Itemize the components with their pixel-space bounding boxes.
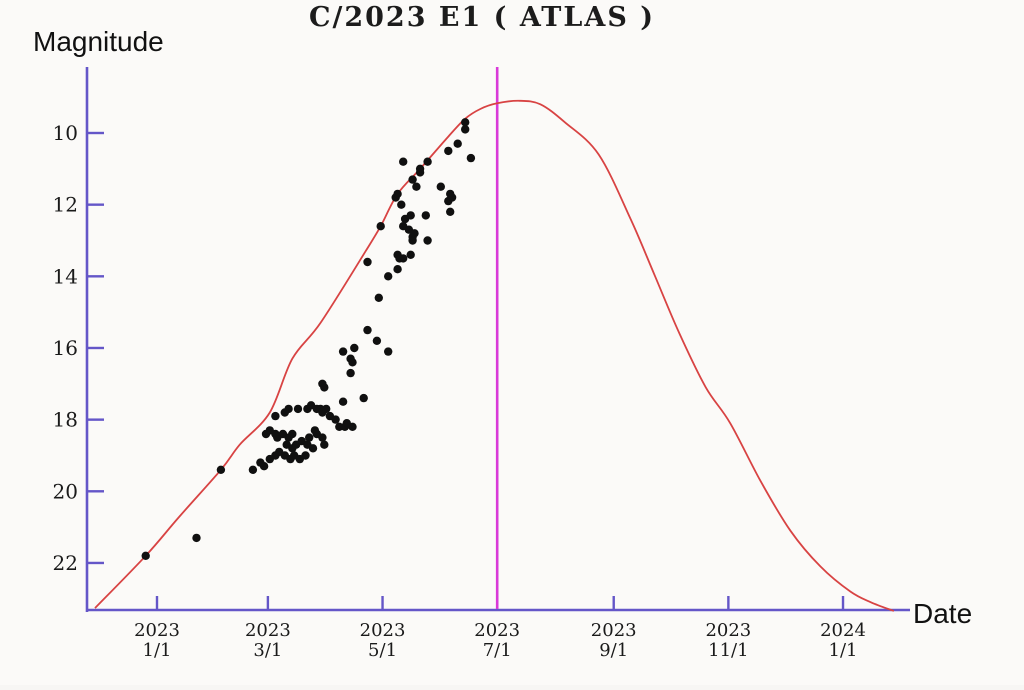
x-tick-label-year: 2023 — [360, 620, 406, 641]
y-tick-label: 20 — [53, 479, 78, 503]
observation-point — [374, 293, 383, 302]
observation-point — [406, 250, 415, 259]
observation-point — [320, 383, 329, 392]
observation-point — [447, 193, 457, 202]
x-tick-label-year: 2023 — [474, 620, 520, 641]
observation-point — [308, 444, 318, 453]
observation-point — [346, 368, 355, 378]
observation-point — [466, 153, 476, 163]
observation-point — [399, 157, 408, 166]
observation-point — [412, 182, 421, 191]
observation-point — [408, 175, 417, 184]
observation-point — [350, 343, 359, 353]
observation-point — [444, 146, 453, 156]
observation-point — [338, 397, 348, 406]
observation-point — [376, 222, 385, 231]
observation-point — [271, 411, 280, 421]
observation-point — [436, 182, 445, 191]
observation-point — [318, 433, 327, 442]
y-tick-label: 22 — [53, 551, 78, 575]
observation-point — [446, 207, 455, 216]
y-tick-label: 12 — [53, 193, 78, 217]
observation-point — [305, 433, 314, 442]
observation-point — [423, 236, 432, 245]
observation-point — [399, 254, 408, 263]
observation-point — [461, 118, 470, 127]
y-tick-label: 10 — [53, 121, 78, 145]
observation-point — [372, 336, 382, 345]
y-tick-label: 16 — [53, 336, 78, 360]
observation-point — [363, 325, 372, 335]
observation-point — [293, 404, 303, 414]
observation-point — [461, 125, 470, 134]
x-tick-label-date: 11/1 — [708, 640, 748, 661]
observation-point — [141, 551, 150, 560]
prediction-curve — [94, 99, 895, 612]
observation-point — [384, 272, 393, 281]
observation-point — [320, 440, 329, 449]
observation-point — [348, 422, 357, 431]
observation-point — [453, 139, 462, 148]
observation-point — [284, 404, 293, 414]
observation-point — [359, 393, 368, 403]
observation-point — [331, 415, 340, 424]
observation-point — [348, 358, 357, 367]
x-tick-label-date: 1/1 — [829, 640, 858, 661]
observation-point — [410, 229, 419, 238]
observation-point — [338, 347, 348, 356]
x-tick-label-date: 5/1 — [368, 640, 397, 661]
x-tick-label-date: 3/1 — [253, 640, 282, 661]
observation-point — [248, 465, 258, 474]
y-axis-label: Magnitude — [33, 26, 164, 57]
y-tick-label: 14 — [53, 264, 78, 288]
observation-point — [363, 257, 372, 267]
observation-point — [322, 404, 331, 414]
x-tick-label-year: 2023 — [705, 620, 751, 641]
observation-point — [415, 164, 425, 173]
observation-point — [406, 211, 415, 220]
observation-point — [393, 189, 402, 199]
x-tick-label-date: 9/1 — [599, 640, 628, 661]
y-tick-label: 18 — [53, 408, 78, 432]
x-tick-label-year: 2023 — [134, 620, 180, 641]
observation-point — [393, 265, 402, 274]
chart-title: C/2023 E1 ( ATLAS ) — [308, 2, 655, 33]
observation-point — [216, 465, 226, 474]
x-tick-label-date: 7/1 — [483, 640, 512, 661]
x-tick-label-year: 2023 — [245, 620, 291, 641]
observation-point — [288, 429, 297, 439]
x-tick-label-year: 2023 — [591, 620, 637, 641]
x-tick-label-year: 2024 — [820, 620, 866, 641]
observation-point — [397, 200, 406, 209]
observation-point — [421, 211, 430, 220]
observation-point — [384, 347, 393, 356]
observation-point — [423, 157, 432, 166]
observation-point — [192, 533, 201, 543]
x-tick-label-date: 1/1 — [143, 640, 172, 661]
observation-point — [301, 451, 310, 460]
observation-point — [259, 462, 269, 471]
x-axis-label: Date — [913, 598, 973, 629]
